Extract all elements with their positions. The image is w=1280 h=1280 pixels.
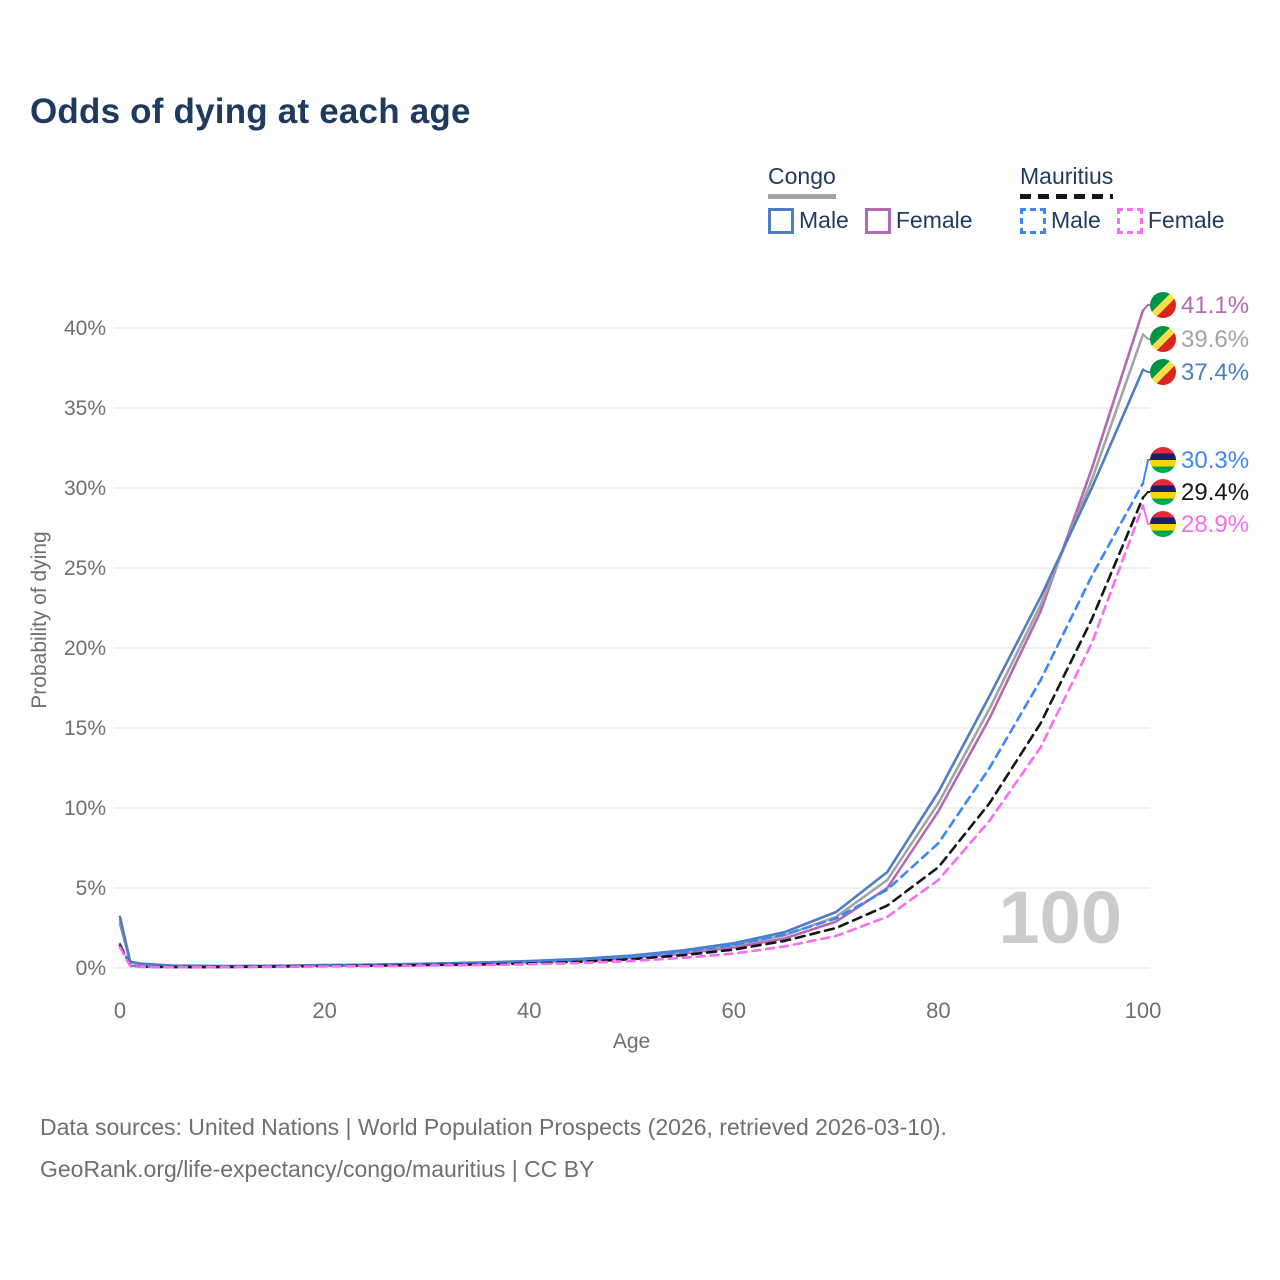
series-line-congo-male xyxy=(118,368,1145,968)
y-tick-label-20: 20% xyxy=(64,637,106,660)
series-mauritius-female-end-label: 28.9% xyxy=(1181,511,1249,538)
x-tick-label-0: 0 xyxy=(114,998,126,1023)
legend-label-congo-male: Male xyxy=(799,207,849,233)
series-line-mauritius-female xyxy=(118,504,1145,969)
mauritius-flag-icon xyxy=(1150,479,1176,505)
mauritius-flag-icon xyxy=(1150,511,1176,537)
mauritius-dashed-line-swatch xyxy=(1020,194,1114,199)
y-tick-label-30: 30% xyxy=(64,477,106,500)
series-congo-both-sexes-label-connector xyxy=(1142,333,1150,340)
legend-group-mauritius: Mauritius Male Female xyxy=(1020,163,1241,234)
series-congo-female-end-label: 41.1% xyxy=(1181,292,1249,319)
congo-solid-line-swatch xyxy=(768,194,836,199)
mauritius-female-swatch-icon xyxy=(1116,207,1143,234)
series-mauritius-female-label-connector xyxy=(1142,505,1150,525)
series-mauritius-male-label-connector xyxy=(1142,459,1150,484)
legend-group-congo: Congo Male Female xyxy=(768,163,989,234)
legend-items-mauritius: Male Female xyxy=(1020,207,1241,234)
series-mauritius-male-end-label: 30.3% xyxy=(1181,447,1249,474)
legend-label-mauritius-male: Male xyxy=(1051,207,1101,233)
legend-item-mauritius-female[interactable]: Female xyxy=(1116,207,1225,234)
series-line-congo-both-sexes xyxy=(118,333,1145,968)
series-line-mauritius-both-sexes xyxy=(118,496,1145,969)
y-tick-label-35: 35% xyxy=(64,397,106,420)
footer-attribution: Data sources: United Nations | World Pop… xyxy=(40,1106,947,1190)
congo-female-swatch-icon xyxy=(864,207,891,234)
footer-license-url: GeoRank.org/life-expectancy/congo/maurit… xyxy=(40,1156,595,1182)
mauritius-flag-icon xyxy=(1150,447,1176,473)
x-tick-label-100: 100 xyxy=(1125,998,1162,1023)
page-title: Odds of dying at each age xyxy=(30,92,471,131)
hover-age-watermark: 100 xyxy=(999,876,1122,959)
series-line-congo-female xyxy=(118,309,1145,968)
y-axis-title: Probability of dying xyxy=(28,531,51,708)
legend-header-congo-label: Congo xyxy=(768,163,836,189)
legend-items-congo: Male Female xyxy=(768,207,989,234)
series-congo-female-label-connector xyxy=(1142,304,1150,312)
y-tick-label-15: 15% xyxy=(64,717,106,740)
y-tick-label-5: 5% xyxy=(76,877,106,900)
x-tick-label-40: 40 xyxy=(517,998,541,1023)
series-line-mauritius-male xyxy=(118,481,1145,969)
y-tick-label-0: 0% xyxy=(76,957,106,980)
y-tick-label-10: 10% xyxy=(64,797,106,820)
x-tick-label-60: 60 xyxy=(722,998,746,1023)
footer-data-sources: Data sources: United Nations | World Pop… xyxy=(40,1114,947,1140)
series-mauritius-both-sexes-label-connector xyxy=(1142,491,1150,499)
congo-flag-icon xyxy=(1150,326,1176,352)
congo-male-swatch-icon xyxy=(768,207,794,234)
congo-flag-icon xyxy=(1150,359,1176,385)
congo-flag-icon xyxy=(1150,292,1176,318)
x-axis-title: Age xyxy=(613,1030,650,1053)
series-congo-male-end-label: 37.4% xyxy=(1181,359,1249,386)
mauritius-male-swatch-icon xyxy=(1020,207,1046,234)
legend-header-congo[interactable]: Congo xyxy=(768,163,836,199)
legend-header-mauritius[interactable]: Mauritius xyxy=(1020,163,1114,199)
legend-label-mauritius-female: Female xyxy=(1147,207,1225,233)
series-congo-male-label-connector xyxy=(1142,368,1150,373)
legend-item-mauritius-male[interactable]: Male xyxy=(1020,207,1101,234)
legend-item-congo-male[interactable]: Male xyxy=(768,207,849,234)
x-tick-label-20: 20 xyxy=(312,998,336,1023)
legend-item-congo-female[interactable]: Female xyxy=(864,207,973,234)
series-congo-both-sexes-end-label: 39.6% xyxy=(1181,326,1249,353)
series-mauritius-both-sexes-end-label: 29.4% xyxy=(1181,479,1249,506)
y-tick-label-25: 25% xyxy=(64,557,106,580)
x-tick-label-80: 80 xyxy=(926,998,950,1023)
y-tick-label-40: 40% xyxy=(64,317,106,340)
legend-header-mauritius-label: Mauritius xyxy=(1020,163,1114,189)
legend-label-congo-female: Female xyxy=(895,207,973,233)
